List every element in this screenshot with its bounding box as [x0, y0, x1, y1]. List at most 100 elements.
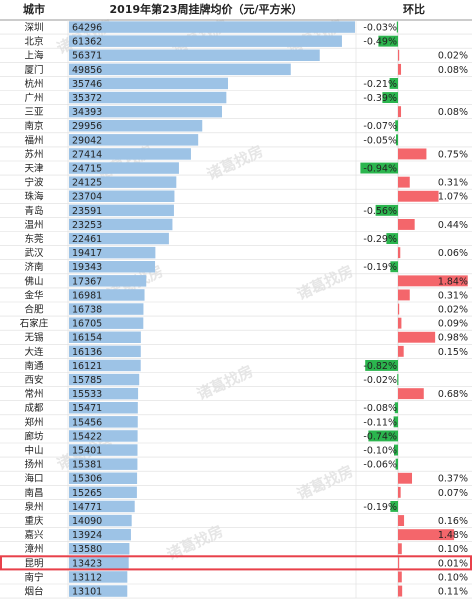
price-value-label: 13423 [72, 558, 102, 569]
price-bar [69, 557, 129, 569]
price-bar [69, 416, 138, 428]
price-bar [69, 430, 138, 442]
price-value-label: 23253 [72, 220, 102, 231]
change-bar [397, 374, 399, 385]
city-label: 福州 [24, 134, 43, 146]
change-value-label: 0.98% [438, 333, 468, 344]
change-bar [365, 360, 398, 371]
price-bar [69, 543, 130, 555]
price-value-label: 15306 [72, 474, 102, 485]
table-rows: 深圳 64296 -0.03%北京 61362 -0.49%上海 56371 0.02%厦门… [20, 21, 468, 597]
change-bar [398, 106, 402, 118]
price-bar [69, 190, 175, 202]
table-row: 嘉兴 13924 1.48% [24, 528, 468, 541]
change-value-label: 0.02% [438, 51, 468, 62]
table-row: 扬州 15381 -0.06% [24, 458, 398, 471]
change-value-label: -0.08% [363, 403, 397, 414]
price-value-label: 14090 [72, 516, 102, 527]
table-row: 深圳 64296 -0.03% [24, 21, 398, 33]
change-bar [398, 49, 400, 61]
price-bar [69, 359, 141, 372]
change-bar [393, 416, 398, 428]
change-value-label: -0.19% [363, 502, 397, 513]
price-bar [69, 458, 138, 470]
change-bar [398, 557, 400, 569]
change-bar [398, 515, 405, 526]
city-label: 成都 [24, 402, 44, 414]
city-label: 中山 [24, 444, 43, 456]
change-value-label: 0.11% [438, 586, 468, 597]
price-bar [69, 120, 203, 132]
city-label: 北京 [24, 36, 43, 48]
price-bar [69, 373, 140, 386]
change-bar [398, 247, 401, 259]
city-label: 青岛 [24, 205, 43, 217]
price-bar [69, 486, 137, 499]
table-row: 三亚 34393 0.08% [24, 105, 468, 118]
price-bar [69, 317, 144, 329]
price-value-label: 64296 [72, 22, 102, 33]
price-bar [69, 528, 131, 541]
price-value-label: 34393 [72, 107, 102, 118]
header-value: 2019年第23周挂牌均价（元/平方米） [110, 2, 303, 16]
table-row: 昆明 13423 0.01% [24, 557, 468, 569]
change-bar [398, 275, 468, 287]
table-row: 石家庄 16705 0.09% [20, 317, 468, 330]
city-label: 西安 [24, 374, 43, 386]
price-value-label: 15533 [72, 389, 102, 400]
city-label: 上海 [24, 50, 44, 62]
price-value-label: 13101 [72, 586, 102, 597]
change-value-label: 0.07% [438, 488, 468, 499]
table-row: 海口 15306 0.37% [24, 472, 468, 485]
watermark-text: 诸葛找房 [294, 462, 356, 504]
change-value-label: 1.84% [438, 276, 468, 287]
change-value-label: -0.10% [363, 445, 397, 456]
city-label: 扬州 [24, 459, 43, 471]
price-bar [69, 134, 199, 146]
city-label: 南京 [24, 120, 43, 132]
city-label: 南宁 [24, 571, 43, 583]
price-value-label: 15456 [72, 417, 102, 428]
price-bar [69, 275, 147, 287]
table-row: 广州 35372 -0.39% [24, 91, 398, 104]
change-bar [398, 219, 415, 230]
change-bar [398, 190, 439, 202]
watermark-text: 诸葛找房 [194, 362, 256, 404]
price-value-label: 14771 [72, 502, 102, 513]
header-change: 环比 [403, 2, 425, 16]
change-bar [398, 331, 436, 343]
watermark-text: 诸葛找房 [294, 262, 356, 304]
price-value-label: 23704 [72, 192, 102, 203]
table-row: 中山 15401 -0.10% [24, 444, 398, 456]
price-value-label: 29956 [72, 121, 102, 132]
header-city: 城市 [23, 2, 45, 16]
table-row: 青岛 23591 -0.56% [24, 204, 398, 217]
table-row: 常州 15533 0.68% [24, 387, 468, 400]
table-row: 烟台 13101 0.11% [24, 585, 468, 597]
table-row: 厦门 49856 0.08% [24, 63, 468, 76]
price-bar [69, 345, 141, 358]
change-value-label: -0.21% [363, 79, 397, 90]
city-label: 南昌 [24, 487, 43, 499]
price-value-label: 16705 [72, 319, 102, 330]
table-row: 成都 15471 -0.08% [24, 402, 398, 414]
city-label: 廊坊 [24, 430, 44, 442]
price-bar [69, 204, 174, 217]
city-label: 苏州 [24, 148, 43, 160]
table-row: 济南 19343 -0.19% [24, 261, 398, 273]
city-label: 武汉 [24, 247, 44, 259]
price-bar [69, 49, 320, 61]
change-value-label: 0.75% [438, 149, 468, 160]
city-label: 嘉兴 [24, 529, 43, 541]
table-row: 金华 16981 0.31% [24, 289, 468, 301]
table-row: 西安 15785 -0.02% [24, 373, 399, 386]
table-row: 福州 29042 -0.05% [24, 134, 398, 146]
change-bar [398, 317, 402, 329]
city-label: 重庆 [24, 515, 44, 527]
change-value-label: -0.03% [363, 22, 397, 33]
change-bar [386, 233, 398, 244]
price-value-label: 16981 [72, 290, 102, 301]
change-value-label: 0.10% [438, 544, 468, 555]
change-bar [398, 472, 413, 484]
price-value-label: 27414 [72, 149, 102, 160]
